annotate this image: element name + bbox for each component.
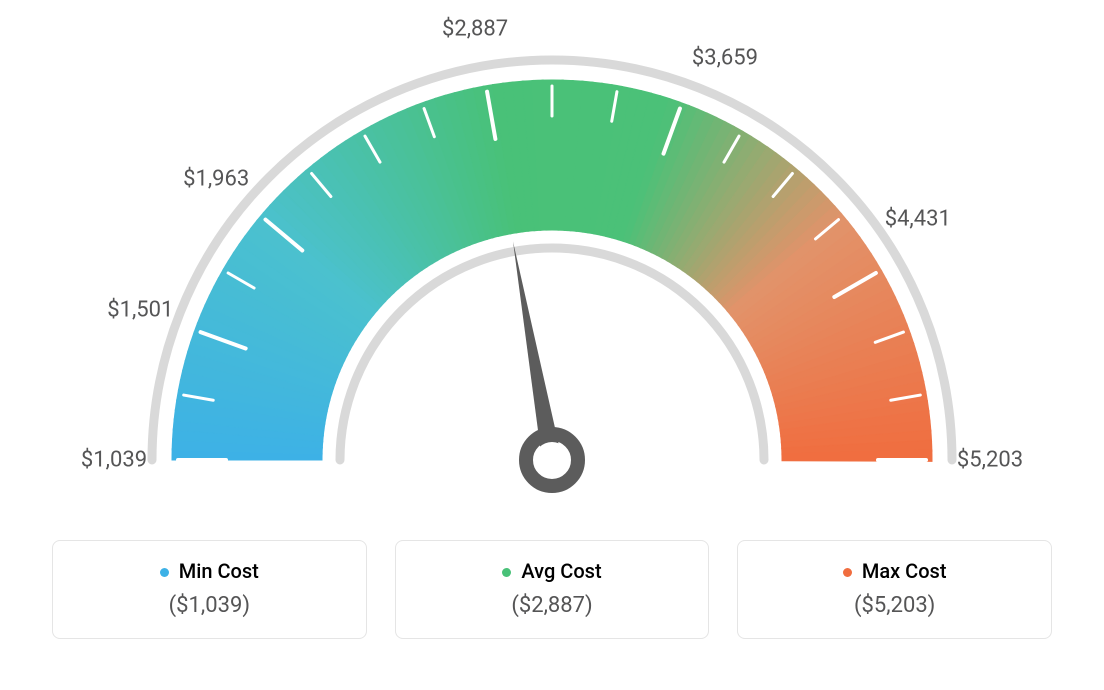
gauge-tick-label: $1,963 xyxy=(183,166,249,191)
gauge-tick-label: $1,501 xyxy=(107,298,173,323)
min-cost-title: Min Cost xyxy=(73,559,346,583)
gauge-svg xyxy=(52,10,1052,540)
min-cost-card: Min Cost ($1,039) xyxy=(52,540,367,639)
avg-cost-label: Avg Cost xyxy=(521,559,601,583)
summary-cards: Min Cost ($1,039) Avg Cost ($2,887) Max … xyxy=(52,540,1052,639)
max-cost-card: Max Cost ($5,203) xyxy=(737,540,1052,639)
gauge-chart: $1,039 $1,501 $1,963 $2,887 $3,659 $4,431 $5,2… xyxy=(52,10,1052,540)
gauge-tick-label: $4,431 xyxy=(885,207,951,232)
gauge-tick-label: $3,659 xyxy=(692,45,758,70)
avg-cost-title: Avg Cost xyxy=(416,559,689,583)
avg-cost-value: ($2,887) xyxy=(416,593,689,618)
max-cost-label: Max Cost xyxy=(862,559,947,583)
min-cost-label: Min Cost xyxy=(179,559,259,583)
max-cost-value: ($5,203) xyxy=(758,593,1031,618)
gauge-tick-label: $2,887 xyxy=(442,16,508,41)
avg-cost-dot xyxy=(502,568,511,577)
max-cost-dot xyxy=(843,568,852,577)
max-cost-title: Max Cost xyxy=(758,559,1031,583)
gauge-tick-label: $5,203 xyxy=(957,448,1023,473)
min-cost-dot xyxy=(160,568,169,577)
min-cost-value: ($1,039) xyxy=(73,593,346,618)
avg-cost-card: Avg Cost ($2,887) xyxy=(395,540,710,639)
gauge-tick-label: $1,039 xyxy=(81,448,147,473)
